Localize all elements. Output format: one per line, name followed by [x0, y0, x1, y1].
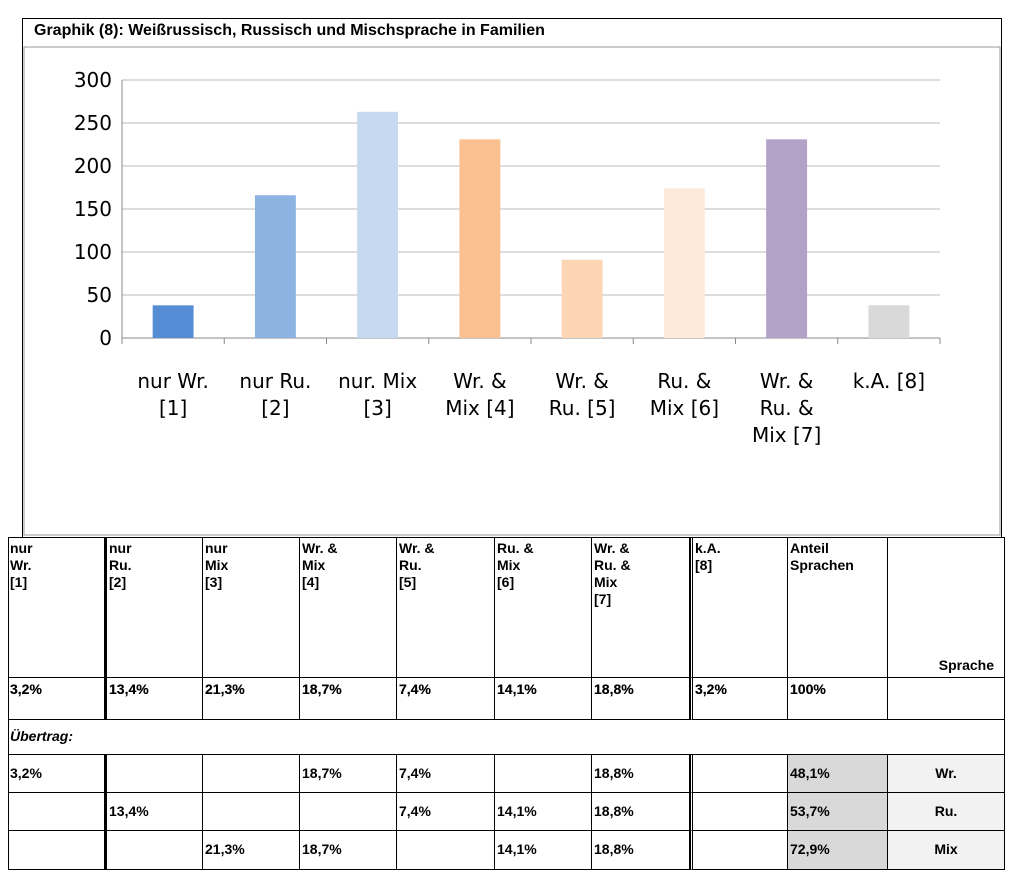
- y-tick-label: 250: [74, 111, 112, 135]
- row-cell: 18,7%: [300, 831, 397, 870]
- y-tick-label: 100: [74, 240, 112, 264]
- row-cell: [203, 793, 300, 831]
- carry-label: Übertrag:: [8, 720, 1005, 755]
- x-tick-label: nur Ru. [2]: [239, 369, 312, 420]
- row-cell: 18,8%: [592, 831, 690, 870]
- row-cell: [397, 831, 495, 870]
- row-cell: [105, 831, 203, 870]
- x-tick-label: Wr. & Ru. [5]: [548, 369, 616, 420]
- row-cell: [495, 755, 592, 793]
- share-cell: 7,4%: [397, 678, 495, 720]
- header-cell: Ru. & Mix [6]: [495, 537, 592, 678]
- x-tick-label: k.A. [8]: [852, 369, 926, 393]
- chart-border: [23, 46, 1001, 536]
- title: Graphik (8): Weißrussisch, Russisch und …: [34, 22, 545, 39]
- row-cell: Wr.: [888, 755, 1005, 793]
- row-cell: [300, 793, 397, 831]
- y-tick-label: 200: [74, 154, 112, 178]
- row-cell: Mix: [888, 831, 1005, 870]
- share-cell: 14,1%: [495, 678, 592, 720]
- row-cell: [8, 793, 105, 831]
- share-cell: 18,7%: [300, 678, 397, 720]
- header-cell: Anteil Sprachen: [788, 537, 888, 678]
- x-tick-label: nur. Mix [3]: [338, 369, 418, 420]
- share-cell: [888, 678, 1005, 720]
- header-cell: nur Wr. [1]: [8, 537, 105, 678]
- y-tick-label: 0: [99, 326, 112, 350]
- row-cell: 13,4%: [105, 793, 203, 831]
- bar: [152, 305, 194, 338]
- row-cell: 18,7%: [300, 755, 397, 793]
- header-cell: nur Ru. [2]: [105, 537, 203, 678]
- x-tick-label: nur Wr. [1]: [137, 369, 209, 420]
- row-cell: 21,3%: [203, 831, 300, 870]
- header-cell: Wr. & Ru. [5]: [397, 537, 495, 678]
- bar: [254, 195, 296, 338]
- row-cell: [690, 755, 788, 793]
- row-cell: 53,7%: [788, 793, 888, 831]
- header-cell: Sprache: [888, 537, 1005, 678]
- bar: [459, 139, 501, 338]
- y-tick-label: 50: [87, 283, 112, 307]
- row-cell: [690, 831, 788, 870]
- table-outer: [8, 537, 1005, 870]
- row-cell: [203, 755, 300, 793]
- x-tick-label: Wr. & Ru. & Mix [7]: [751, 369, 822, 447]
- bar: [357, 111, 399, 338]
- header-cell: Wr. & Mix [4]: [300, 537, 397, 678]
- share-cell: 21,3%: [203, 678, 300, 720]
- share-cell: 3,2%: [8, 678, 105, 720]
- bar: [868, 305, 910, 338]
- share-cell: 13,4%: [105, 678, 203, 720]
- row-cell: 48,1%: [788, 755, 888, 793]
- row-cell: 7,4%: [397, 793, 495, 831]
- y-tick-label: 150: [74, 197, 112, 221]
- row-cell: 18,8%: [592, 793, 690, 831]
- y-tick-label: 300: [74, 68, 112, 92]
- bar: [561, 259, 603, 338]
- row-cell: [8, 831, 105, 870]
- row-cell: [105, 755, 203, 793]
- x-tick-label: Wr. & Mix [4]: [445, 369, 515, 420]
- share-cell: 100%: [788, 678, 888, 720]
- row-cell: 14,1%: [495, 793, 592, 831]
- bar: [766, 139, 808, 338]
- row-cell: Ru.: [888, 793, 1005, 831]
- row-cell: 14,1%: [495, 831, 592, 870]
- row-cell: 18,8%: [592, 755, 690, 793]
- bar: [663, 188, 705, 338]
- header-cell: Wr. & Ru. & Mix [7]: [592, 537, 690, 678]
- share-cell: 3,2%: [690, 678, 788, 720]
- share-cell: 18,8%: [592, 678, 690, 720]
- x-tick-label: Ru. & Mix [6]: [649, 369, 720, 420]
- header-cell: nur Mix [3]: [203, 537, 300, 678]
- row-cell: [690, 793, 788, 831]
- row-cell: 3,2%: [8, 755, 105, 793]
- header-cell: k.A. [8]: [690, 537, 788, 678]
- chart: 0 50 100 150 200 250 300: [23, 46, 1001, 536]
- row-cell: 72,9%: [788, 831, 888, 870]
- row-cell: 7,4%: [397, 755, 495, 793]
